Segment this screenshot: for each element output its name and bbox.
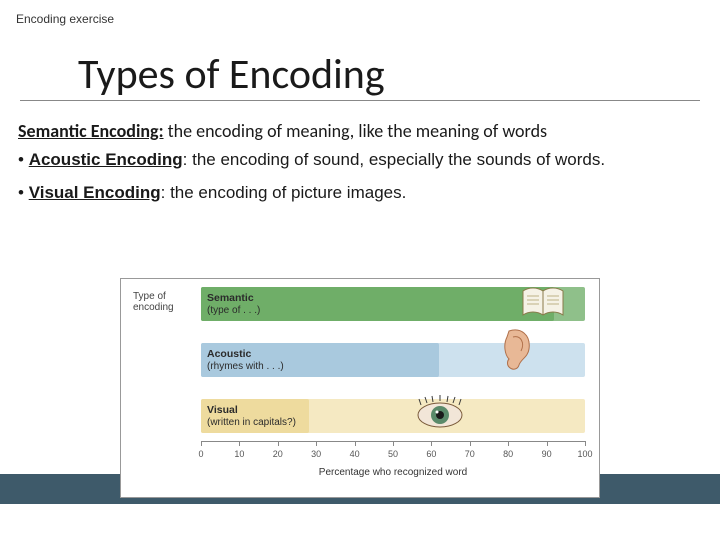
chart-row-semantic: Semantic (type of . . .) <box>201 287 585 321</box>
tick <box>355 441 356 446</box>
tick <box>508 441 509 446</box>
tick-label: 70 <box>465 449 475 459</box>
tick-label: 80 <box>503 449 513 459</box>
visual-rest: : the encoding of picture images. <box>161 183 407 202</box>
title-container: Types of Encoding <box>0 50 720 101</box>
tick <box>278 441 279 446</box>
row-title: Semantic <box>207 292 254 304</box>
tick-label: 50 <box>388 449 398 459</box>
eye-icon <box>415 395 465 433</box>
axis-title: Percentage who recognized word <box>201 467 585 478</box>
row-text-semantic: Semantic (type of . . .) <box>207 292 260 316</box>
header-label: Encoding exercise <box>16 12 114 26</box>
bullet: • <box>18 150 29 169</box>
row-title: Acoustic <box>207 348 251 360</box>
body-text: Semantic Encoding: the encoding of meani… <box>18 120 690 209</box>
page-title: Types of Encoding <box>20 50 700 101</box>
tick-label: 90 <box>542 449 552 459</box>
type-of-encoding-label: Type of encoding <box>133 291 174 313</box>
row-sub: (written in capitals?) <box>207 417 296 428</box>
tick-label: 100 <box>577 449 592 459</box>
tick <box>585 441 586 446</box>
type-label-2: encoding <box>133 302 174 313</box>
semantic-rest: the encoding of meaning, like the meanin… <box>164 120 548 142</box>
acoustic-lead: Acoustic Encoding <box>29 150 183 169</box>
type-label-1: Type of <box>133 291 166 302</box>
tick-label: 20 <box>273 449 283 459</box>
row-title: Visual <box>207 404 238 416</box>
row-sub: (rhymes with . . .) <box>207 361 284 372</box>
tick <box>316 441 317 446</box>
acoustic-rest: : the encoding of sound, especially the … <box>183 150 605 169</box>
chart-row-visual: Visual (written in capitals?) <box>201 399 585 433</box>
tick-label: 0 <box>198 449 203 459</box>
row-sub: (type of . . .) <box>207 305 260 316</box>
row-text-visual: Visual (written in capitals?) <box>207 404 296 428</box>
tick <box>431 441 432 446</box>
x-axis: 0102030405060708090100 Percentage who re… <box>201 441 585 485</box>
tick <box>393 441 394 446</box>
ear-icon <box>495 325 535 373</box>
tick <box>547 441 548 446</box>
book-icon <box>519 283 567 323</box>
tick <box>470 441 471 446</box>
tick <box>201 441 202 446</box>
tick-label: 10 <box>234 449 244 459</box>
visual-lead: Visual Encoding <box>29 183 161 202</box>
chart-inner: Type of encoding Semantic (type of . . .… <box>129 285 591 489</box>
tick-label: 30 <box>311 449 321 459</box>
tick <box>239 441 240 446</box>
semantic-lead: Semantic Encoding: <box>18 120 164 142</box>
bullet: • <box>18 183 29 202</box>
acoustic-paragraph: • Acoustic Encoding: the encoding of sou… <box>18 149 690 170</box>
tick-label: 60 <box>426 449 436 459</box>
semantic-paragraph: Semantic Encoding: the encoding of meani… <box>18 120 690 143</box>
chart-row-acoustic: Acoustic (rhymes with . . .) <box>201 343 585 377</box>
tick-label: 40 <box>350 449 360 459</box>
encoding-chart: Type of encoding Semantic (type of . . .… <box>120 278 600 498</box>
row-text-acoustic: Acoustic (rhymes with . . .) <box>207 348 284 372</box>
visual-paragraph: • Visual Encoding: the encoding of pictu… <box>18 182 690 203</box>
